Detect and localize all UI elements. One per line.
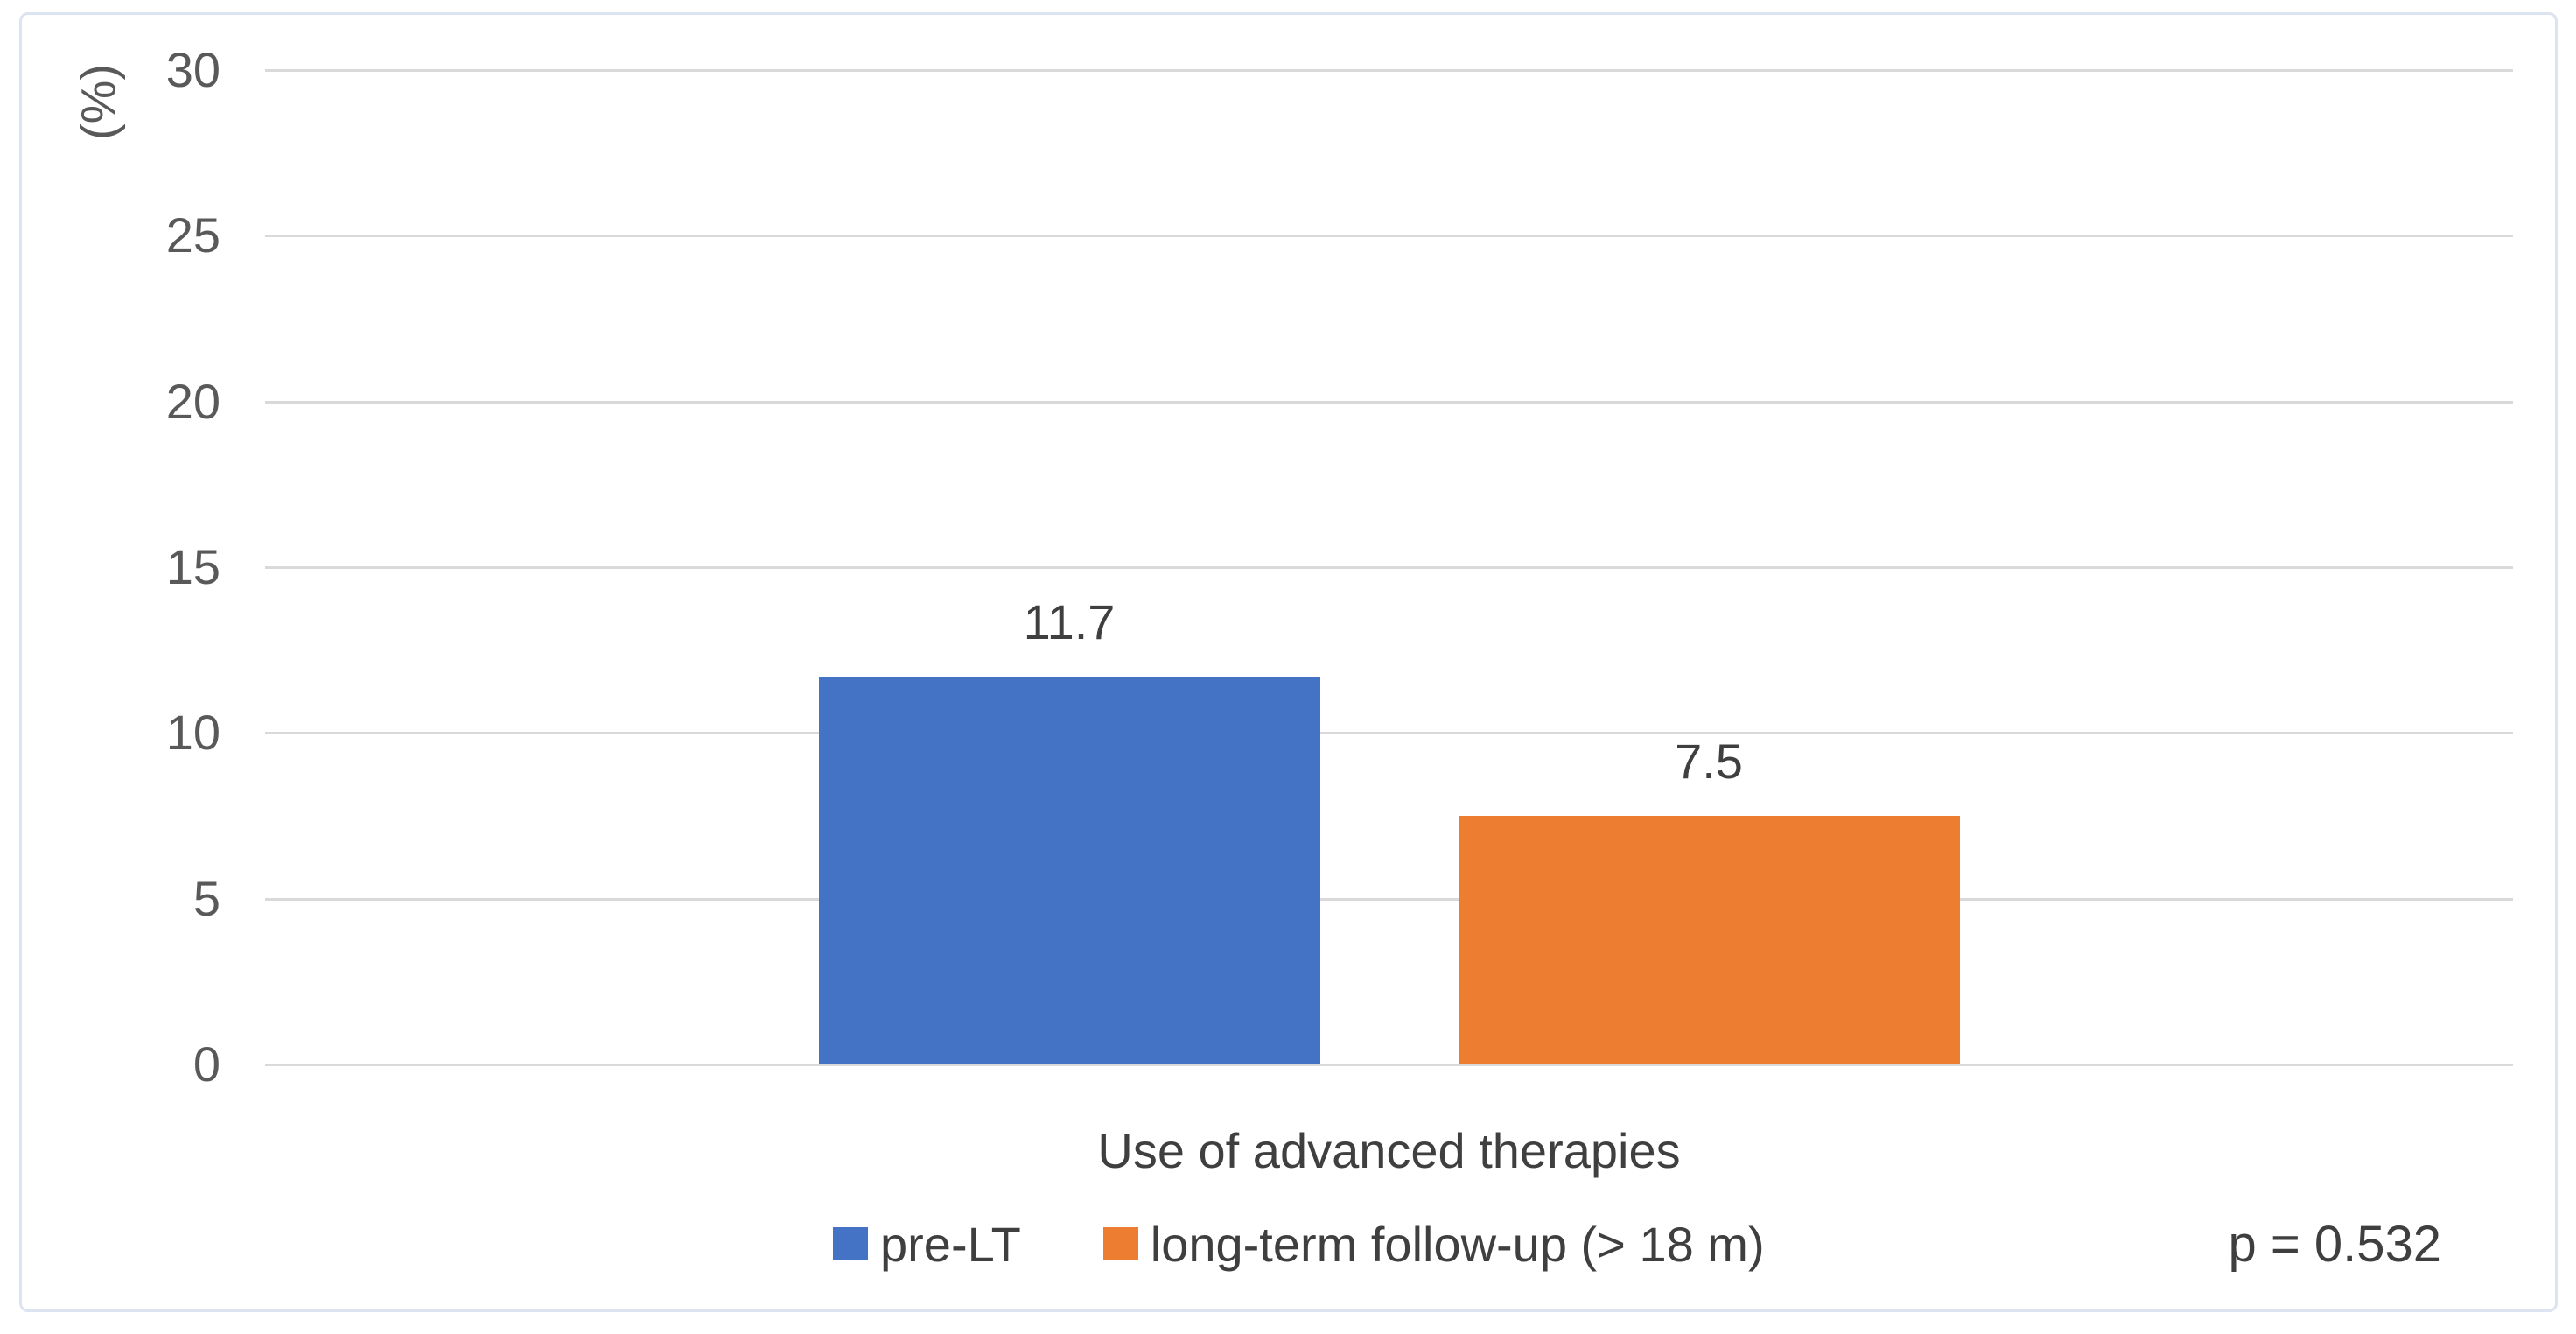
gridline-5 — [265, 897, 2513, 901]
chart-legend: pre-LT long-term follow-up (> 18 m) — [833, 1217, 1765, 1272]
legend-swatch-icon — [1102, 1227, 1138, 1260]
legend-item: long-term follow-up (> 18 m) — [1102, 1216, 1765, 1273]
data-label-7.5: 7.5 — [1675, 734, 1743, 789]
gridline-25 — [265, 235, 2513, 238]
x-axis-title: Use of advanced therapies — [1097, 1123, 1681, 1178]
gridline-30 — [265, 69, 2513, 72]
y-axis-title: (%) — [70, 63, 126, 141]
gridline-0 — [265, 1064, 2513, 1066]
legend-label: long-term follow-up (> 18 m) — [1150, 1216, 1765, 1272]
y-tick-label-10: 10 — [165, 705, 220, 761]
bar-long-term-follow-up-18-m- — [1458, 816, 1960, 1064]
y-tick-label-20: 20 — [165, 373, 220, 429]
p-value-annotation: p = 0.532 — [2228, 1216, 2442, 1273]
gridline-10 — [265, 732, 2513, 735]
data-label-11.7: 11.7 — [1023, 593, 1116, 649]
legend-swatch-icon — [833, 1227, 868, 1260]
gridline-20 — [265, 400, 2513, 404]
legend-label: pre-LT — [880, 1216, 1021, 1272]
y-tick-label-25: 25 — [165, 207, 220, 263]
y-tick-label-15: 15 — [165, 539, 220, 594]
gridline-15 — [265, 566, 2513, 569]
y-tick-label-0: 0 — [192, 1036, 220, 1092]
chart-border — [19, 12, 2558, 1312]
y-tick-label-30: 30 — [165, 42, 220, 97]
y-tick-label-5: 5 — [192, 870, 220, 926]
legend-item: pre-LT — [833, 1216, 1021, 1273]
bar-pre-lt — [818, 676, 1320, 1064]
plot-area: 11.7 7.5 — [265, 69, 2513, 1066]
